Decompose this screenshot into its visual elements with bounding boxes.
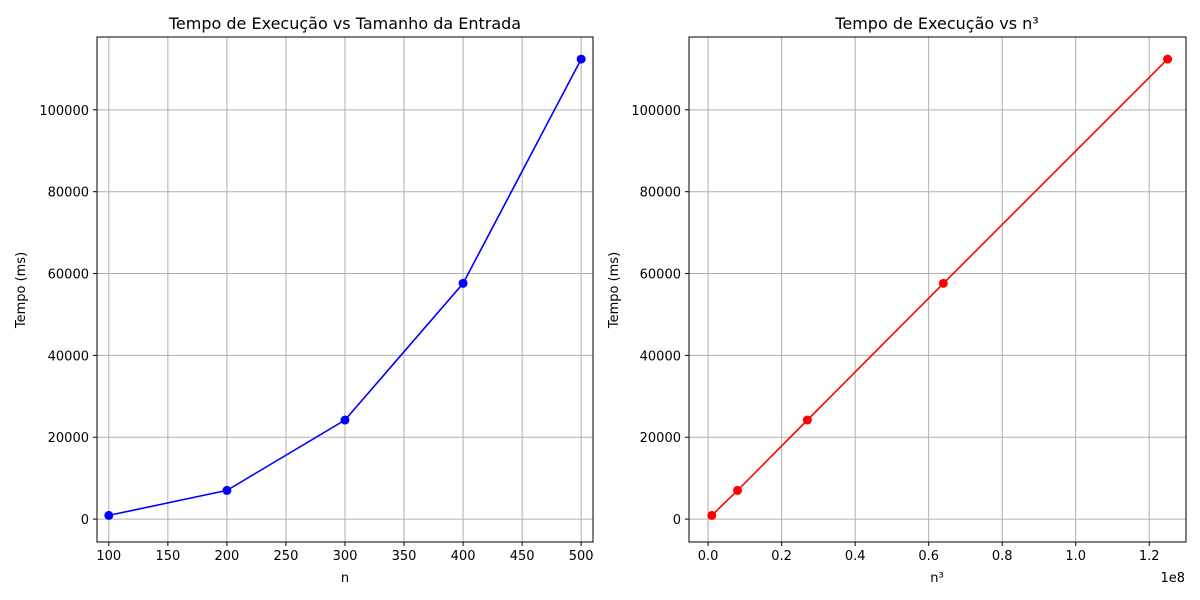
chart-left-y-tick-label: 100000 bbox=[39, 104, 89, 119]
chart-left-y-tick-label: 20000 bbox=[48, 431, 89, 446]
chart-right-y-tick-label: 80000 bbox=[640, 186, 681, 201]
chart-left-data-point bbox=[458, 278, 468, 288]
chart-left-x-tick-label: 300 bbox=[333, 549, 358, 564]
chart-right-y-tick-label: 100000 bbox=[631, 104, 681, 119]
chart-left-y-tick-label: 80000 bbox=[48, 186, 89, 201]
chart-left-x-tick-label: 150 bbox=[155, 549, 180, 564]
chart-left-y-tick-label: 60000 bbox=[48, 268, 89, 283]
chart-right-series bbox=[707, 54, 1173, 520]
chart-right-ylabel: Tempo (ms) bbox=[607, 252, 622, 329]
chart-left-x-tick-label: 350 bbox=[392, 549, 417, 564]
chart-right-x-tick-label: 1.2 bbox=[1139, 549, 1160, 564]
chart-right-xlabel: n³ bbox=[930, 571, 943, 586]
chart-right-plot-frame bbox=[688, 36, 1187, 543]
chart-left-xlabel: n bbox=[341, 571, 349, 586]
chart-right-x-tick-label: 0.2 bbox=[771, 549, 792, 564]
chart-right-data-point bbox=[1163, 54, 1173, 64]
chart-right-y-tick-label: 20000 bbox=[640, 431, 681, 446]
chart-right-data-point bbox=[938, 278, 948, 288]
chart-right-ticks: 0.0 0.2 0.4 0.6 0.8 1.0 1.2 0 20000 40000 60000 800… bbox=[631, 104, 1159, 564]
chart-left-x-tick-label: 450 bbox=[510, 549, 535, 564]
chart-right-grid bbox=[689, 37, 1186, 542]
chart-right-x-tick-label: 1.0 bbox=[1065, 549, 1086, 564]
chart-right-x-tick-label: 0.0 bbox=[698, 549, 719, 564]
chart-right-x-tick-label: 0.4 bbox=[845, 549, 866, 564]
chart-left-x-tick-label: 400 bbox=[451, 549, 476, 564]
chart-left-x-tick-label: 500 bbox=[569, 549, 594, 564]
chart-right-data-point bbox=[707, 510, 717, 520]
chart-left-grid bbox=[97, 37, 593, 542]
chart-right-x-tick-label: 0.8 bbox=[992, 549, 1013, 564]
chart-left-data-point bbox=[104, 510, 114, 520]
chart-right-axis-offset-label: 1e8 bbox=[1160, 571, 1185, 586]
chart-right-data-point bbox=[733, 485, 743, 495]
chart-left: Tempo de Execução vs Tamanho da Entrada … bbox=[14, 14, 594, 586]
chart-left-y-tick-label: 0 bbox=[81, 513, 89, 528]
chart-left-title: Tempo de Execução vs Tamanho da Entrada bbox=[168, 14, 521, 33]
chart-left-data-point bbox=[222, 485, 232, 495]
chart-right-y-tick-label: 40000 bbox=[640, 349, 681, 364]
chart-left-x-tick-label: 250 bbox=[274, 549, 299, 564]
chart-left-x-tick-label: 100 bbox=[96, 549, 121, 564]
chart-left-data-point bbox=[340, 415, 350, 425]
chart-left-ticks: 100 150 200 250 300 350 400 450 500 0 20000 40000 60… bbox=[39, 104, 593, 564]
chart-left-y-tick-label: 40000 bbox=[48, 349, 89, 364]
chart-right-data-point bbox=[802, 415, 812, 425]
chart-right-y-tick-label: 0 bbox=[673, 513, 681, 528]
chart-right-title: Tempo de Execução vs n³ bbox=[834, 14, 1038, 33]
chart-left-data-point bbox=[576, 54, 586, 64]
chart-right: Tempo de Execução vs n³ 0.0 0.2 0.4 0.6 0.8 1… bbox=[607, 14, 1187, 586]
chart-left-x-tick-label: 200 bbox=[214, 549, 239, 564]
chart-right-x-tick-label: 0.6 bbox=[918, 549, 939, 564]
chart-left-ylabel: Tempo (ms) bbox=[14, 252, 29, 329]
chart-left-series bbox=[104, 54, 586, 520]
chart-right-y-tick-label: 60000 bbox=[640, 268, 681, 283]
